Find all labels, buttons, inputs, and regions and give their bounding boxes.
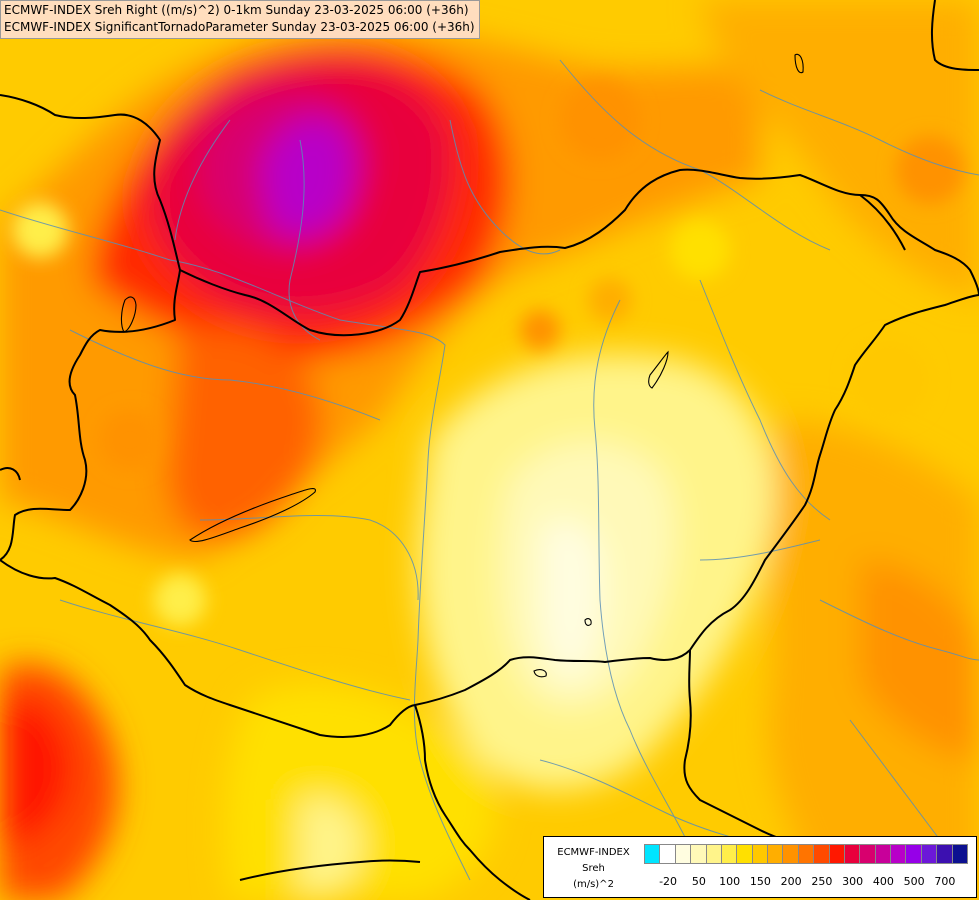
color-legend: ECMWF-INDEX Sreh (m/s)^2 -20 50 100 150 200 2… — [543, 836, 977, 898]
rivers — [0, 59, 979, 881]
legend-tick-label: 300 — [842, 875, 864, 888]
legend-source: ECMWF-INDEX — [557, 847, 630, 858]
legend-swatch — [644, 844, 661, 864]
legend-tick-label: 500 — [903, 875, 925, 888]
legend-swatch — [720, 844, 738, 864]
lakes — [120, 53, 804, 678]
legend-tick-label: 700 — [934, 875, 956, 888]
legend-tick-label: 400 — [872, 875, 894, 888]
legend-unit: (m/s)^2 — [573, 879, 614, 890]
legend-color-bar — [644, 844, 968, 864]
legend-swatch — [936, 844, 953, 864]
legend-swatch — [890, 844, 907, 864]
legend-swatch — [736, 844, 753, 864]
legend-swatch — [782, 844, 799, 864]
legend-tick-label: 50 — [691, 875, 706, 888]
legend-swatch — [797, 844, 815, 864]
legend-tick-label: 100 — [719, 875, 741, 888]
sreh-local-detail — [12, 80, 964, 626]
map-title-box: ECMWF-INDEX Sreh Right ((m/s)^2) 0-1km S… — [0, 0, 480, 39]
legend-swatch — [674, 844, 692, 864]
legend-swatch — [690, 844, 707, 864]
legend-swatch — [859, 844, 876, 864]
legend-tick-label: 150 — [749, 875, 771, 888]
legend-tick-label: -20 — [659, 875, 678, 888]
legend-swatch — [751, 844, 768, 864]
legend-swatch — [874, 844, 891, 864]
title-line-stp: ECMWF-INDEX SignificantTornadoParameter … — [4, 20, 475, 34]
legend-swatch — [828, 844, 845, 864]
legend-swatch — [843, 844, 861, 864]
legend-swatch — [813, 844, 830, 864]
legend-swatch — [920, 844, 938, 864]
legend-tick-label: 250 — [811, 875, 833, 888]
legend-variable: Sreh — [582, 863, 605, 874]
legend-swatch — [951, 844, 968, 864]
legend-swatch — [767, 844, 784, 864]
title-line-sreh: ECMWF-INDEX Sreh Right ((m/s)^2) 0-1km S… — [4, 3, 469, 17]
legend-swatch — [905, 844, 922, 864]
legend-swatch — [659, 844, 676, 864]
legend-swatch — [705, 844, 722, 864]
legend-tick-label: 200 — [780, 875, 802, 888]
